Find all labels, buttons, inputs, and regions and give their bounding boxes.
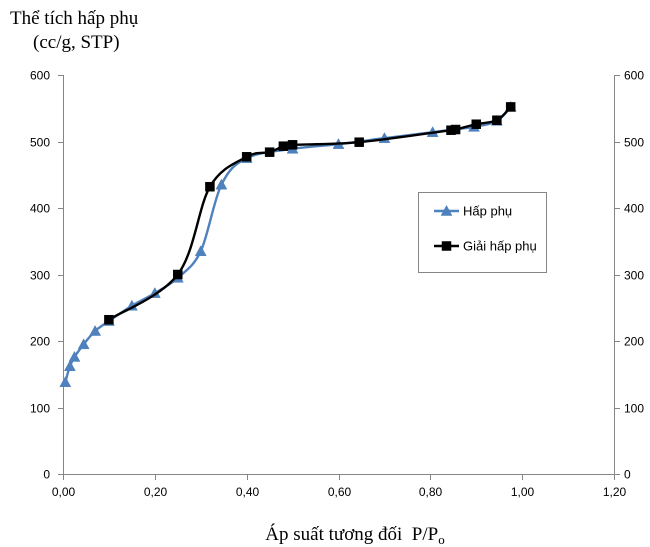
desorption-data-point: [104, 314, 114, 325]
desorption-data-point: [287, 140, 298, 150]
x-tick-label: 0,00: [52, 485, 76, 499]
legend-swatch-marker-desorption: [441, 241, 452, 251]
y-tick-label-left: 200: [30, 335, 50, 349]
desorption-data-point: [241, 152, 252, 162]
desorption-data-point: [492, 115, 502, 125]
x-tick-label: 0,80: [419, 485, 443, 499]
x-axis-title: Áp suất tương đối P/Po: [265, 523, 444, 547]
legend-items: Hấp phụ Giải hấp phụ: [434, 204, 537, 254]
legend-item-desorption: Giải hấp phụ: [434, 239, 537, 254]
y-tick-label-right: 600: [624, 69, 644, 83]
y-tick-label-right: 400: [624, 202, 644, 216]
y-tick-label-left: 0: [43, 468, 50, 482]
desorption-data-point: [505, 102, 516, 112]
adsorption-data-point: [215, 178, 228, 190]
adsorption-data-point: [63, 360, 76, 372]
plot-series: [59, 100, 517, 387]
axes: 0 0 100 100 200 200 300 300 400 400 500 500 600 600 0,…: [30, 69, 644, 500]
adsorption-data-point: [59, 376, 72, 387]
y-tick-label-right: 0: [624, 468, 631, 482]
y-tick-label-right: 300: [624, 269, 644, 283]
y-axis-title-line-2: (cc/g, STP): [33, 32, 120, 53]
desorption-data-point: [450, 124, 461, 135]
x-tick-label: 0,40: [236, 485, 260, 499]
y-tick-label-left: 500: [30, 136, 50, 150]
y-tick-label-left: 100: [30, 402, 50, 416]
y-axis-title-line-1: Thể tích hấp phụ: [10, 8, 139, 29]
legend-swatch-marker-adsorption: [440, 204, 453, 216]
y-tick-label-left: 300: [30, 269, 50, 283]
y-tick-label-left: 400: [30, 202, 50, 216]
desorption-data-point: [354, 137, 364, 147]
desorption-data-point: [278, 141, 289, 151]
x-tick-label: 0,60: [328, 485, 352, 499]
desorption-data-point: [471, 119, 481, 129]
y-tick-label-right: 200: [624, 335, 644, 349]
desorption-data-point: [264, 147, 275, 157]
adsorption-data-point: [68, 350, 81, 362]
x-tick-label: 1,00: [511, 485, 535, 499]
desorption-data-point: [173, 269, 183, 280]
y-tick-label-right: 500: [624, 136, 644, 150]
x-tick-label: 1,20: [603, 485, 627, 499]
x-axis-title-main: Áp suất tương đối P/P: [265, 523, 438, 545]
desorption-series: [104, 102, 516, 325]
legend-item-adsorption: Hấp phụ: [434, 204, 512, 219]
legend-label-adsorption: Hấp phụ: [463, 204, 512, 219]
legend-box: [418, 192, 547, 273]
desorption-data-point: [205, 181, 215, 192]
y-tick-label-left: 600: [30, 69, 50, 83]
adsorption-data-point: [77, 338, 90, 350]
adsorption-data-point: [89, 325, 102, 336]
legend: Hấp phụ Giải hấp phụ: [418, 192, 547, 273]
adsorption-data-point: [194, 245, 207, 256]
x-axis-title-subscript: o: [438, 532, 445, 547]
x-tick-label: 0,20: [144, 485, 168, 499]
y-tick-label-right: 100: [624, 402, 644, 416]
legend-label-desorption: Giải hấp phụ: [463, 239, 537, 254]
